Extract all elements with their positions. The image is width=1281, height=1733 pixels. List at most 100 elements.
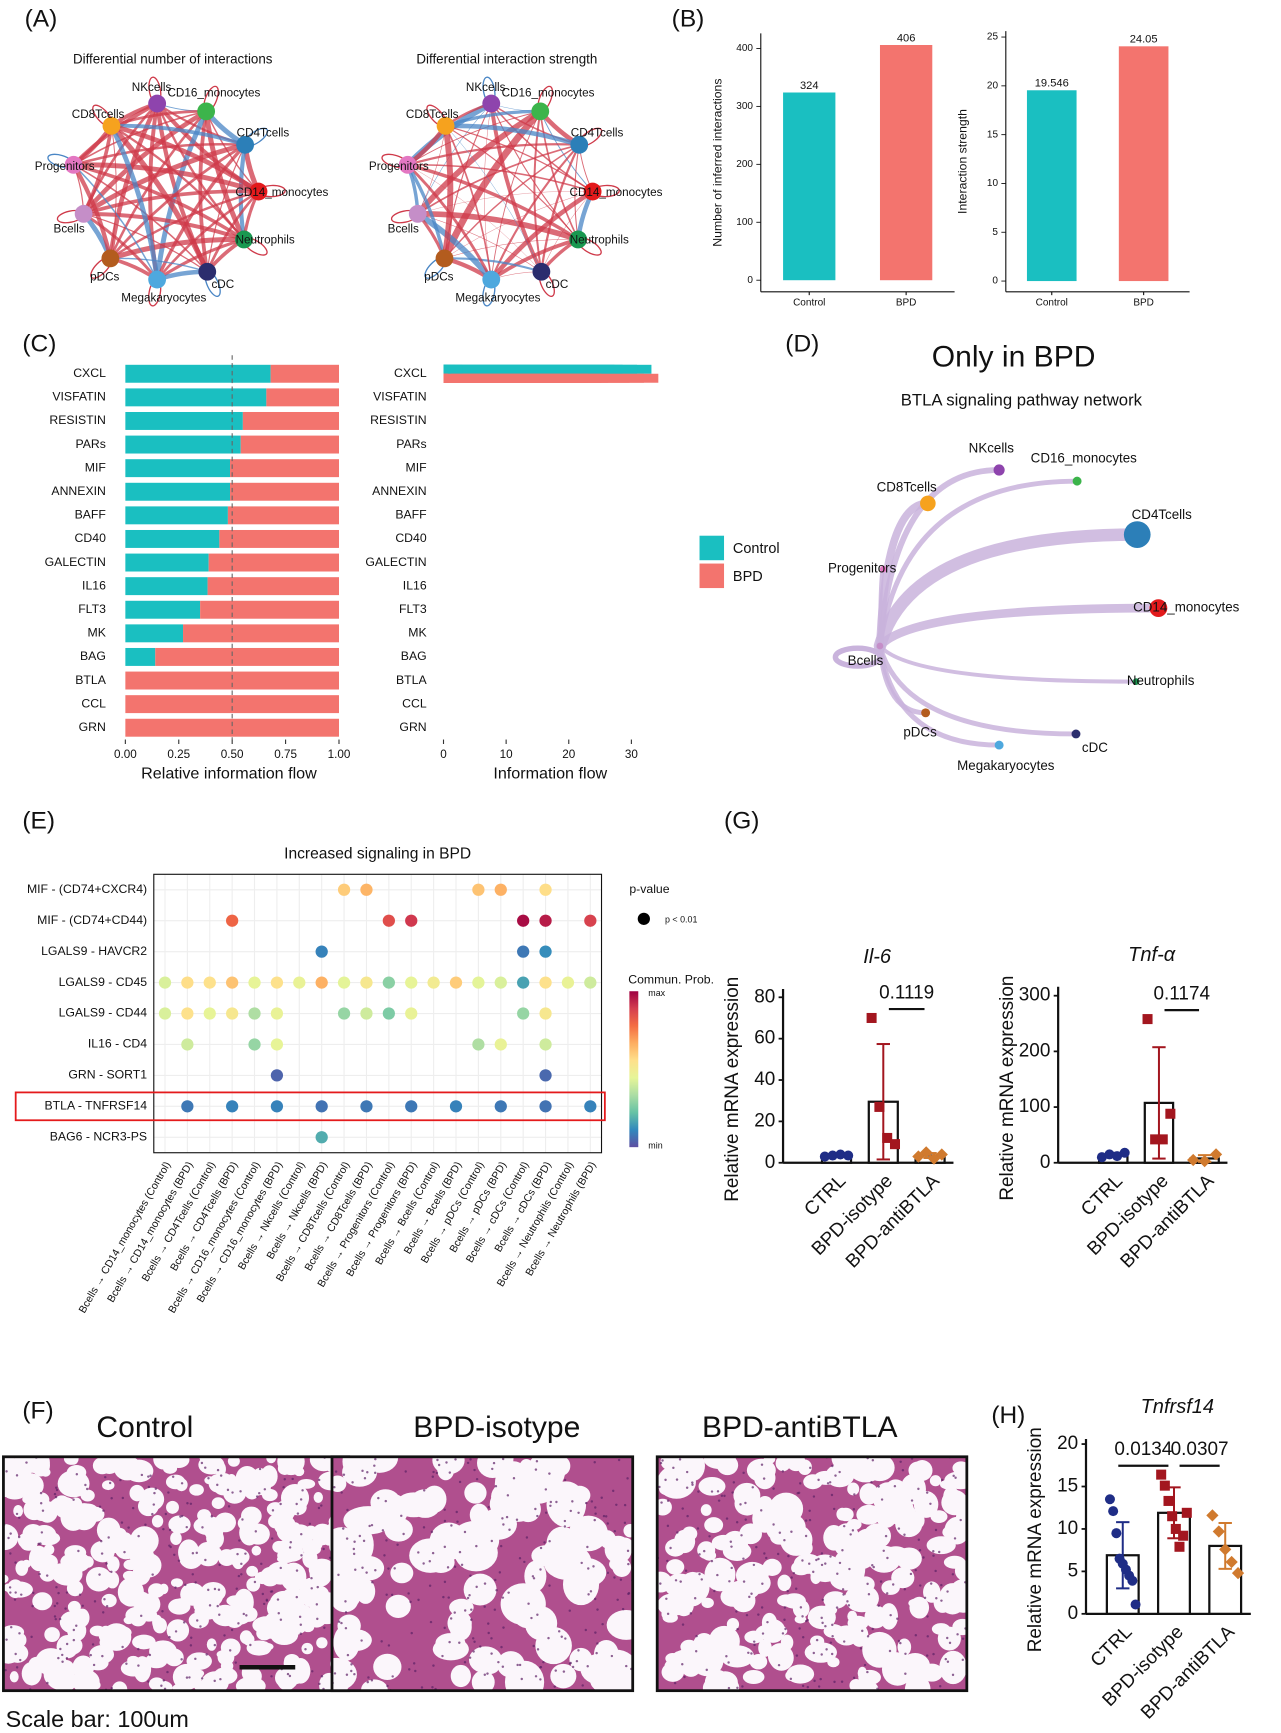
dot <box>270 976 284 989</box>
nucleus <box>373 1464 376 1467</box>
nucleus <box>469 1574 472 1577</box>
data-point <box>1108 1506 1119 1517</box>
data-point <box>1219 1543 1232 1556</box>
nucleus <box>904 1652 907 1656</box>
nucleus <box>951 1573 955 1576</box>
node-label: CD8Tcells <box>406 108 459 121</box>
nucleus <box>317 1506 321 1510</box>
node-label: Neutrophils <box>570 234 629 247</box>
alveolus <box>769 1644 794 1671</box>
nucleus <box>429 1620 433 1624</box>
dot <box>561 976 575 989</box>
dot <box>270 1007 284 1020</box>
nucleus <box>432 1664 435 1667</box>
legend-swatch <box>699 535 725 561</box>
y-axis-label: Interaction strength <box>956 109 970 214</box>
data-point <box>882 1132 893 1143</box>
tissue-image <box>657 1456 967 1691</box>
p-value-label: 0.0307 <box>1171 1439 1229 1460</box>
alveolus <box>764 1624 779 1638</box>
category-label: BAG <box>80 649 106 663</box>
nucleus <box>279 1618 283 1621</box>
nucleus <box>821 1621 824 1625</box>
nucleus <box>530 1616 533 1620</box>
nucleus <box>269 1590 273 1593</box>
nucleus <box>174 1630 178 1633</box>
y-tick-label: 300 <box>1019 985 1051 1006</box>
bar-segment <box>125 553 209 572</box>
node-label: Bcells <box>388 223 419 236</box>
nucleus <box>168 1528 172 1532</box>
dot <box>472 883 485 896</box>
p-value-label: 0.1119 <box>879 982 934 1003</box>
network-title: Only in BPD <box>932 341 1096 374</box>
nucleus <box>613 1576 616 1579</box>
nucleus <box>340 1621 343 1625</box>
nucleus <box>149 1474 152 1477</box>
bar-segment <box>125 647 156 666</box>
alveolus <box>117 1577 144 1607</box>
network-edge <box>406 163 493 281</box>
dot <box>382 976 395 989</box>
alveolus <box>742 1669 765 1684</box>
nucleus <box>432 1470 435 1474</box>
dot <box>405 1007 418 1020</box>
alveolus <box>449 1613 472 1641</box>
nucleus <box>846 1600 849 1603</box>
nucleus <box>658 1485 661 1489</box>
category-label: MK <box>88 626 107 640</box>
alveolus <box>277 1462 292 1475</box>
dot <box>315 945 328 958</box>
category-label: CXCL <box>394 366 427 380</box>
data-point <box>1174 1541 1185 1552</box>
network-node <box>1149 599 1168 618</box>
alveolus <box>722 1678 740 1691</box>
nucleus <box>463 1530 467 1534</box>
nucleus <box>100 1552 104 1555</box>
nucleus <box>809 1466 812 1470</box>
nucleus <box>925 1654 929 1657</box>
alveolus <box>704 1517 724 1533</box>
nucleus <box>600 1496 603 1500</box>
nucleus <box>842 1524 846 1528</box>
bar <box>443 364 463 374</box>
network-title: Differential number of interactions <box>73 52 273 67</box>
category-label: FLT3 <box>399 602 427 616</box>
nucleus <box>344 1626 348 1630</box>
nucleus <box>213 1643 217 1647</box>
nucleus <box>669 1546 672 1550</box>
nucleus <box>831 1623 834 1627</box>
nucleus <box>801 1559 804 1562</box>
alveolus <box>251 1545 262 1556</box>
nucleus <box>98 1573 101 1576</box>
nucleus <box>32 1591 35 1595</box>
nucleus <box>852 1508 856 1511</box>
nucleus <box>323 1626 326 1629</box>
alveolus <box>9 1671 19 1683</box>
nucleus <box>781 1470 785 1473</box>
dot <box>226 1100 239 1113</box>
alveolus <box>698 1476 726 1496</box>
nucleus <box>200 1461 204 1465</box>
network-node <box>102 116 121 135</box>
dot <box>539 1038 552 1051</box>
nucleus <box>391 1675 394 1678</box>
alveolus <box>57 1470 90 1498</box>
alveolus <box>450 1664 471 1688</box>
alveolus <box>777 1574 792 1592</box>
alveolus <box>252 1616 280 1634</box>
nucleus <box>173 1553 176 1557</box>
nucleus <box>932 1554 935 1557</box>
alveolus <box>259 1641 270 1650</box>
nucleus <box>216 1604 219 1608</box>
nucleus <box>841 1588 845 1591</box>
data-point <box>1163 1495 1174 1506</box>
nucleus <box>238 1539 241 1542</box>
nucleus <box>889 1613 892 1617</box>
network-node <box>197 102 216 121</box>
y-tick-label: 10 <box>1057 1518 1078 1539</box>
nucleus <box>333 1485 336 1489</box>
nucleus <box>505 1515 509 1519</box>
nucleus <box>497 1660 500 1664</box>
